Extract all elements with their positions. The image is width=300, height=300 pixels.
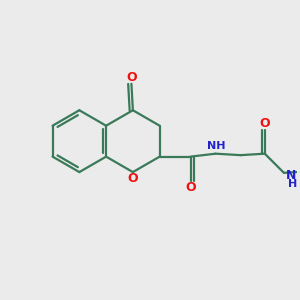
- Text: O: O: [185, 181, 196, 194]
- Text: O: O: [260, 117, 270, 130]
- Text: NH: NH: [207, 141, 225, 151]
- Text: N: N: [286, 169, 296, 182]
- Text: H: H: [287, 179, 297, 189]
- Text: O: O: [126, 71, 137, 84]
- Text: O: O: [128, 172, 138, 185]
